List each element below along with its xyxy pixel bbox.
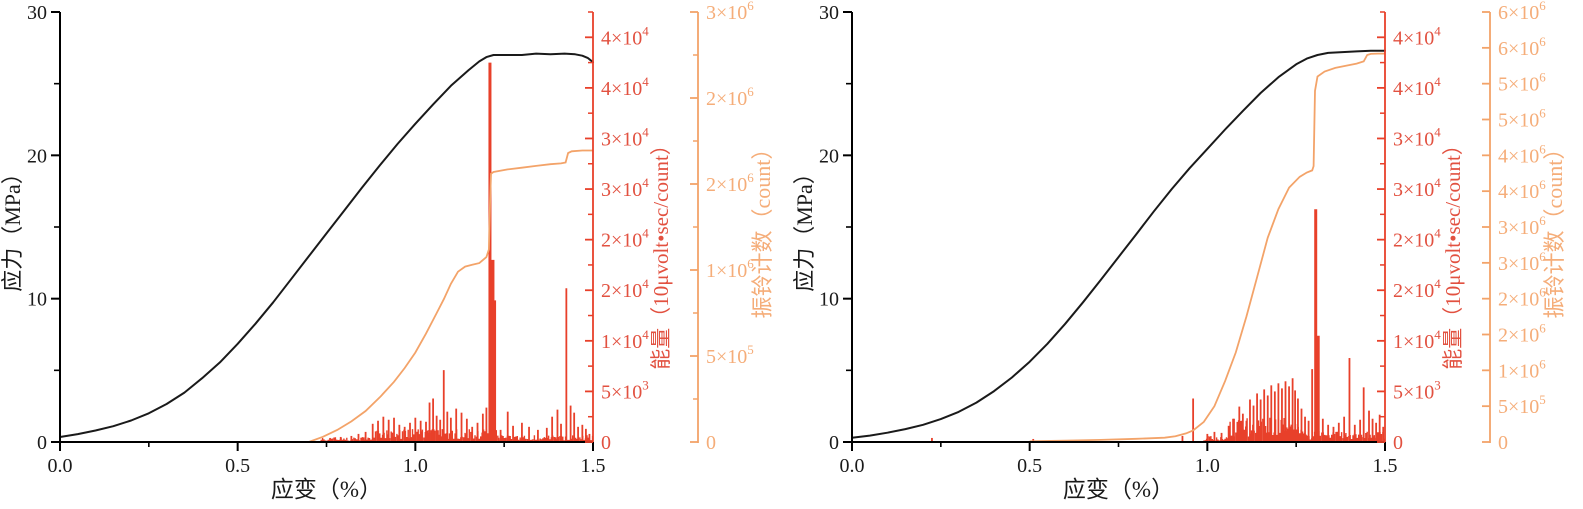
axes [843,11,1491,451]
chart-left-stress-ae: 0.0 0.5 1.0 1.5 应变（%） 0 10 20 30 应力（MPa） 0 5×103 1×1… [0,0,775,502]
chart-right-stress-ae: 0.0 0.5 1.0 1.5 应变（%） 0 10 20 30 应力（MPa） 0 5×103 1×1… [792,0,1567,502]
x-axis-tick-label: 0.5 [225,455,250,477]
stress-axis-tick-label: 30 [27,2,47,24]
energy-axis-title: 能量（10μvolt•sec/count） [1441,134,1465,370]
energy-axis-tick-label: 1×104 [1393,327,1441,353]
stress-axis-tick-label: 20 [819,145,839,167]
stress-axis-tick-label: 10 [27,289,47,311]
energy-axis-tick-label: 2×104 [1393,226,1441,252]
stress-axis-tick-label: 30 [819,2,839,24]
energy-axis-tick-label: 5×103 [601,377,649,403]
energy-axis-tick-label: 0 [601,432,611,454]
stress-curve [59,52,594,438]
count-axis-tick-label: 3×106 [706,0,754,24]
count-axis-tick-label: 3×106 [1498,249,1546,275]
stress-axis-title: 应力（MPa） [0,162,25,292]
x-axis-tick-label: 1.0 [403,455,428,477]
energy-spikes-series [931,209,1385,442]
energy-axis-tick-label: 4×104 [601,23,649,49]
stress-curve [851,49,1386,439]
energy-axis-tick-label: 3×104 [1393,124,1441,150]
count-axis-tick-label: 2×106 [706,84,754,110]
ring-count-curve [308,149,593,443]
energy-axis-tick-label: 3×104 [601,175,649,201]
energy-axis-tick-label: 4×104 [1393,74,1441,100]
count-axis-tick-label: 6×106 [1498,34,1546,60]
x-axis-tick-label: 1.5 [1373,455,1398,477]
energy-noise-band [1203,417,1385,442]
ring-count-curve [1029,52,1385,443]
count-axis-tick-label: 0 [706,432,716,454]
x-axis-tick-label: 0.0 [840,455,865,477]
energy-axis-tick-label: 2×104 [601,226,649,252]
energy-axis-tick-label: 5×103 [1393,377,1441,403]
count-axis-tick-label: 1×106 [706,256,754,282]
count-axis-tick-label: 5×105 [706,342,754,368]
count-axis-tick-label: 4×106 [1498,141,1546,167]
count-axis-tick-label: 2×106 [706,170,754,196]
energy-axis-tick-label: 3×104 [1393,175,1441,201]
stress-axis-tick-label: 0 [829,432,839,454]
count-axis-tick-label: 0 [1498,432,1508,454]
energy-axis-tick-label: 4×104 [601,74,649,100]
x-axis-tick-label: 1.0 [1195,455,1220,477]
energy-axis-tick-label: 2×104 [601,276,649,302]
count-axis-tick-label: 5×105 [1498,392,1546,418]
axes [51,11,699,451]
x-axis-tick-label: 0.5 [1017,455,1042,477]
count-axis-tick-label: 5×106 [1498,70,1546,96]
energy-axis-title: 能量（10μvolt•sec/count） [649,134,673,370]
count-axis-tick-label: 5×106 [1498,106,1546,132]
count-axis-title: 振铃计数（count） [1542,138,1567,319]
stress-axis-tick-label: 20 [27,145,47,167]
x-axis-tick-label: 1.5 [581,455,606,477]
x-axis-title: 应变（%） [1063,477,1174,502]
stress-axis-tick-label: 10 [819,289,839,311]
energy-axis-tick-label: 4×104 [1393,23,1441,49]
stress-axis-tick-label: 0 [37,432,47,454]
count-axis-title: 振铃计数（count） [750,138,775,319]
count-axis-tick-label: 2×106 [1498,285,1546,311]
energy-axis-tick-label: 2×104 [1393,276,1441,302]
stress-axis-title: 应力（MPa） [792,162,817,292]
count-axis-tick-label: 4×106 [1498,177,1546,203]
count-axis-tick-label: 1×106 [1498,356,1546,382]
energy-spikes-series [329,62,591,442]
x-axis-title: 应变（%） [271,477,382,502]
count-axis-tick-label: 2×106 [1498,321,1546,347]
count-axis-tick-label: 6×106 [1498,0,1546,24]
energy-axis-tick-label: 1×104 [601,327,649,353]
count-axis-tick-label: 3×106 [1498,213,1546,239]
energy-axis-tick-label: 3×104 [601,124,649,150]
energy-axis-tick-label: 0 [1393,432,1403,454]
x-axis-tick-label: 0.0 [48,455,73,477]
